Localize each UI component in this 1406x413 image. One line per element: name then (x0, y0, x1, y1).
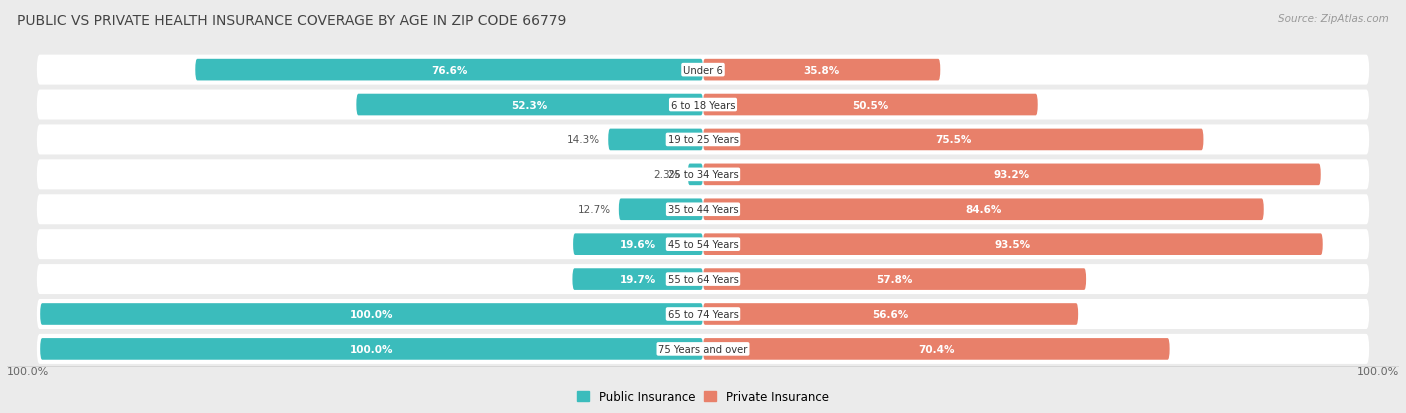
Text: 35 to 44 Years: 35 to 44 Years (668, 205, 738, 215)
FancyBboxPatch shape (703, 199, 1264, 221)
Text: 75.5%: 75.5% (935, 135, 972, 145)
Text: 76.6%: 76.6% (432, 66, 467, 76)
FancyBboxPatch shape (37, 195, 1369, 225)
Text: 19 to 25 Years: 19 to 25 Years (668, 135, 738, 145)
FancyBboxPatch shape (37, 125, 1369, 155)
FancyBboxPatch shape (37, 264, 1369, 294)
Text: 93.2%: 93.2% (994, 170, 1031, 180)
Text: 45 to 54 Years: 45 to 54 Years (668, 240, 738, 249)
FancyBboxPatch shape (703, 164, 1320, 186)
Text: Source: ZipAtlas.com: Source: ZipAtlas.com (1278, 14, 1389, 24)
FancyBboxPatch shape (703, 268, 1085, 290)
FancyBboxPatch shape (703, 234, 1323, 255)
Text: 100.0%: 100.0% (350, 344, 394, 354)
Text: 25 to 34 Years: 25 to 34 Years (668, 170, 738, 180)
FancyBboxPatch shape (703, 59, 941, 81)
FancyBboxPatch shape (572, 268, 703, 290)
Text: 19.6%: 19.6% (620, 240, 657, 249)
Text: 12.7%: 12.7% (578, 205, 610, 215)
Text: 19.7%: 19.7% (620, 274, 655, 285)
Text: 93.5%: 93.5% (995, 240, 1031, 249)
Text: 14.3%: 14.3% (567, 135, 600, 145)
FancyBboxPatch shape (688, 164, 703, 186)
FancyBboxPatch shape (703, 95, 1038, 116)
Text: 84.6%: 84.6% (965, 205, 1001, 215)
FancyBboxPatch shape (37, 160, 1369, 190)
FancyBboxPatch shape (703, 304, 1078, 325)
Text: 65 to 74 Years: 65 to 74 Years (668, 309, 738, 319)
FancyBboxPatch shape (37, 230, 1369, 259)
Text: 2.3%: 2.3% (654, 170, 681, 180)
FancyBboxPatch shape (37, 299, 1369, 329)
Text: 35.8%: 35.8% (803, 66, 839, 76)
FancyBboxPatch shape (41, 338, 703, 360)
Text: 75 Years and over: 75 Years and over (658, 344, 748, 354)
Text: 100.0%: 100.0% (1357, 366, 1399, 376)
Text: PUBLIC VS PRIVATE HEALTH INSURANCE COVERAGE BY AGE IN ZIP CODE 66779: PUBLIC VS PRIVATE HEALTH INSURANCE COVER… (17, 14, 567, 28)
Text: 55 to 64 Years: 55 to 64 Years (668, 274, 738, 285)
FancyBboxPatch shape (37, 334, 1369, 364)
Legend: Public Insurance, Private Insurance: Public Insurance, Private Insurance (572, 385, 834, 408)
FancyBboxPatch shape (703, 338, 1170, 360)
FancyBboxPatch shape (574, 234, 703, 255)
Text: 56.6%: 56.6% (873, 309, 908, 319)
Text: 50.5%: 50.5% (852, 100, 889, 110)
Text: 6 to 18 Years: 6 to 18 Years (671, 100, 735, 110)
FancyBboxPatch shape (37, 90, 1369, 120)
FancyBboxPatch shape (195, 59, 703, 81)
Text: 57.8%: 57.8% (876, 274, 912, 285)
FancyBboxPatch shape (37, 55, 1369, 85)
Text: Under 6: Under 6 (683, 66, 723, 76)
FancyBboxPatch shape (619, 199, 703, 221)
FancyBboxPatch shape (609, 129, 703, 151)
FancyBboxPatch shape (41, 304, 703, 325)
Text: 70.4%: 70.4% (918, 344, 955, 354)
Text: 52.3%: 52.3% (512, 100, 548, 110)
FancyBboxPatch shape (703, 129, 1204, 151)
FancyBboxPatch shape (356, 95, 703, 116)
Text: 100.0%: 100.0% (350, 309, 394, 319)
Text: 100.0%: 100.0% (7, 366, 49, 376)
